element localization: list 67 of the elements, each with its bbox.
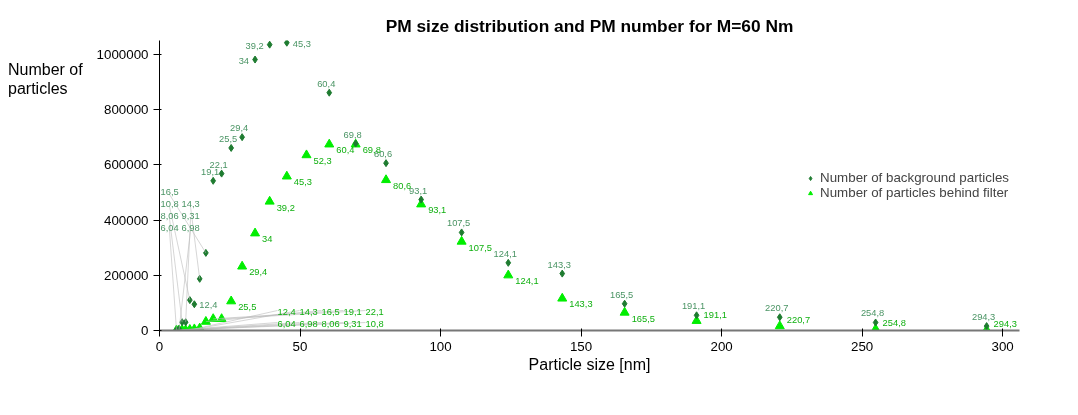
x-tick-label: 0 — [155, 338, 164, 354]
y-tick-label: 0 — [141, 323, 149, 338]
annotation: 124,1 — [493, 248, 517, 259]
y-tick-label: 400000 — [104, 212, 149, 228]
y-axis-title: Number of particles — [8, 60, 84, 99]
chart-title: PM size distribution and PM number for M=60 Nm — [385, 15, 794, 36]
annotation: 143,3 — [569, 299, 593, 310]
annotation: 22,1 — [209, 159, 228, 170]
annotation: 6,04 — [277, 318, 296, 329]
y-tick-label: 1000000 — [96, 46, 149, 62]
annotation: 16,5 — [321, 306, 340, 317]
x-tick-label: 50 — [292, 338, 308, 354]
annotation: 220,7 — [765, 303, 789, 314]
x-axis-title: Particle size [nm] — [528, 355, 651, 373]
annotation: 10,8 — [365, 318, 384, 329]
annotation: 19,1 — [343, 306, 362, 317]
annotation: 220,7 — [786, 315, 811, 326]
annotation: 8,06 — [160, 210, 179, 221]
annotation: 6,98 — [181, 222, 200, 233]
legend-label: Number of background particles — [820, 170, 1009, 185]
x-tick-label: 250 — [851, 338, 874, 354]
annotation: 8,06 — [321, 318, 340, 329]
annotation: 45,3 — [292, 38, 311, 49]
annotation: 39,2 — [276, 202, 295, 213]
annotation: 107,5 — [468, 242, 492, 253]
annotation: 12,4 — [199, 300, 218, 311]
annotation: 93,1 — [428, 205, 447, 216]
y-tick-label: 600000 — [104, 157, 149, 173]
annotation: 39,2 — [245, 40, 264, 51]
annotation: 165,5 — [631, 313, 655, 324]
annotation: 294,3 — [993, 318, 1017, 329]
x-tick-label: 200 — [710, 338, 733, 354]
annotation: 25,5 — [219, 133, 238, 144]
annotation: 29,4 — [230, 123, 249, 134]
annotation: 16,5 — [160, 186, 179, 197]
annotation: 9,31 — [343, 318, 362, 329]
x-tick-label: 300 — [991, 338, 1014, 354]
annotation: 14,3 — [181, 198, 200, 209]
annotation: 165,5 — [609, 289, 634, 300]
annotation: 34 — [238, 55, 250, 66]
annotation: 191,1 — [703, 309, 727, 320]
annotation: 69,8 — [343, 129, 362, 140]
legend-label: Number of particles behind filter — [820, 185, 1009, 200]
annotation: 25,5 — [238, 302, 257, 313]
annotation: 254,8 — [860, 308, 885, 319]
annotation: 6,98 — [299, 318, 318, 329]
annotation: 45,3 — [293, 177, 312, 188]
annotation: 9,31 — [181, 210, 200, 221]
annotation: 34 — [262, 234, 273, 245]
annotation: 29,4 — [249, 267, 268, 278]
annotation: 191,1 — [681, 301, 706, 312]
annotation: 10,8 — [160, 198, 179, 209]
annotation: 12,4 — [277, 306, 296, 317]
annotation: 254,8 — [882, 318, 906, 329]
y-tick-label: 800000 — [104, 102, 149, 118]
y-tick-label: 200000 — [104, 267, 149, 283]
annotation: 22,1 — [365, 306, 384, 317]
x-tick-label: 100 — [429, 338, 452, 354]
annotation: 107,5 — [446, 218, 471, 229]
annotation: 14,3 — [299, 306, 318, 317]
annotation: 6,04 — [160, 222, 179, 233]
annotation: 60,4 — [336, 145, 355, 156]
annotation: 124,1 — [515, 276, 539, 287]
annotation: 143,3 — [547, 259, 571, 270]
annotation: 60,4 — [317, 78, 336, 89]
annotation: 52,3 — [313, 156, 332, 167]
x-tick-label: 150 — [569, 338, 593, 354]
